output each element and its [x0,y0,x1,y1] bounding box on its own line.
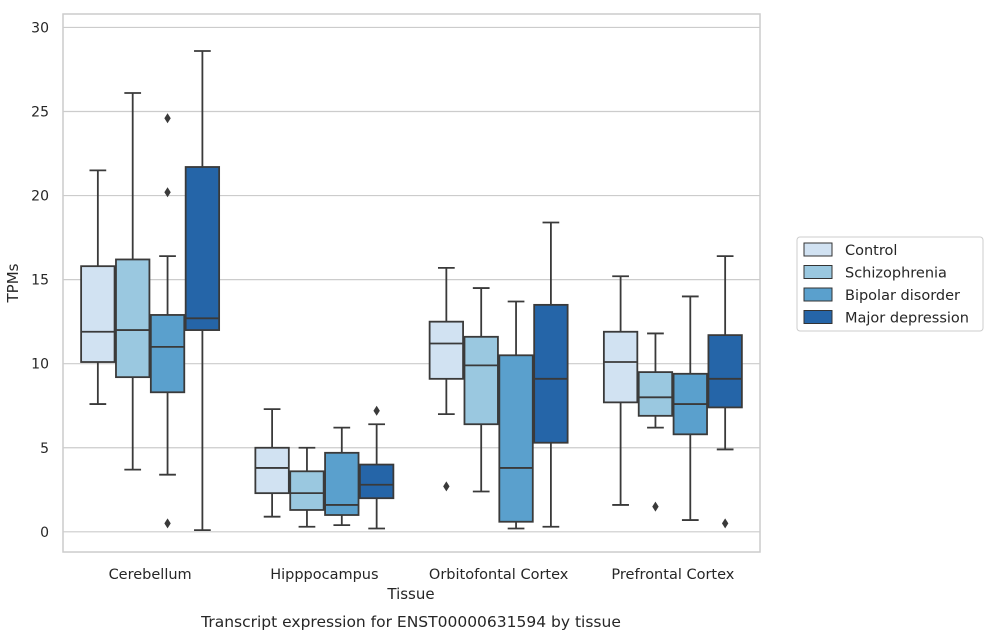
box-bipolar-disorder [498,300,534,530]
y-axis-ticks: 0 5 10 15 20 25 30 [31,20,49,540]
box-bipolar-disorder [672,295,708,521]
box-major-depression [533,221,569,528]
boxes [80,50,743,532]
outlier-point [164,113,171,124]
box-control [428,266,464,492]
y-tick-label: 25 [31,105,49,121]
plot-frame [62,13,761,553]
box-body [533,303,569,444]
box-body [289,470,325,511]
x-axis-label: Tissue [386,585,434,603]
box-control [80,169,116,405]
legend-swatch [803,265,833,279]
x-tick-label: Hipppocampus [270,567,378,583]
x-tick-label: Cerebellum [109,567,192,583]
box-body [498,354,534,523]
y-tick-label: 20 [31,189,49,205]
box-major-depression [359,405,395,530]
x-tick-label: Orbitofontal Cortex [429,567,569,583]
outlier-point [721,518,729,529]
box-major-depression [184,50,221,532]
box-body [184,166,221,331]
outlier-point [164,187,171,198]
box-schizophrenia [115,92,151,471]
box-schizophrenia [289,446,325,528]
box-control [254,408,290,518]
box-major-depression [707,255,743,529]
box-schizophrenia [463,287,499,493]
box-body [359,463,395,500]
y-tick-label: 0 [40,525,49,541]
outlier-point [652,501,659,512]
legend-swatch [803,242,833,257]
box-body [254,446,290,495]
box-body [149,314,186,394]
y-tick-label: 5 [40,441,49,457]
outlier-point [373,405,380,416]
y-axis-label: TPMs [4,263,22,303]
box-body [463,335,499,426]
outlier-point [164,518,171,529]
legend-swatch [803,310,833,324]
legend-label: Bipolar disorder [845,288,960,304]
x-axis-ticks: Cerebellum Hipppocampus Orbitofontal Corte… [109,567,735,583]
x-tick-label: Prefrontal Cortex [611,567,734,583]
box-body [115,258,151,379]
legend-label: Control [845,243,897,259]
box-body [637,371,674,417]
box-body [707,334,743,409]
legend-label: Major depression [845,311,969,327]
y-tick-label: 10 [31,357,49,373]
box-body [428,320,464,380]
outlier-point [443,481,450,492]
box-control [602,275,639,506]
box-body [602,330,639,404]
legend-label: Schizophrenia [845,266,947,282]
box-bipolar-disorder [149,113,186,529]
legend-frame [796,236,984,332]
legend-swatch [803,287,833,302]
y-tick-label: 30 [31,20,49,36]
legend: Control Schizophrenia Bipolar disorder Majo… [796,236,984,332]
box-schizophrenia [637,332,674,512]
box-bipolar-disorder [324,426,360,526]
chart-title: Transcript expression for ENST0000063159… [200,613,621,631]
box-body [80,265,116,363]
y-tick-label: 15 [31,273,49,289]
